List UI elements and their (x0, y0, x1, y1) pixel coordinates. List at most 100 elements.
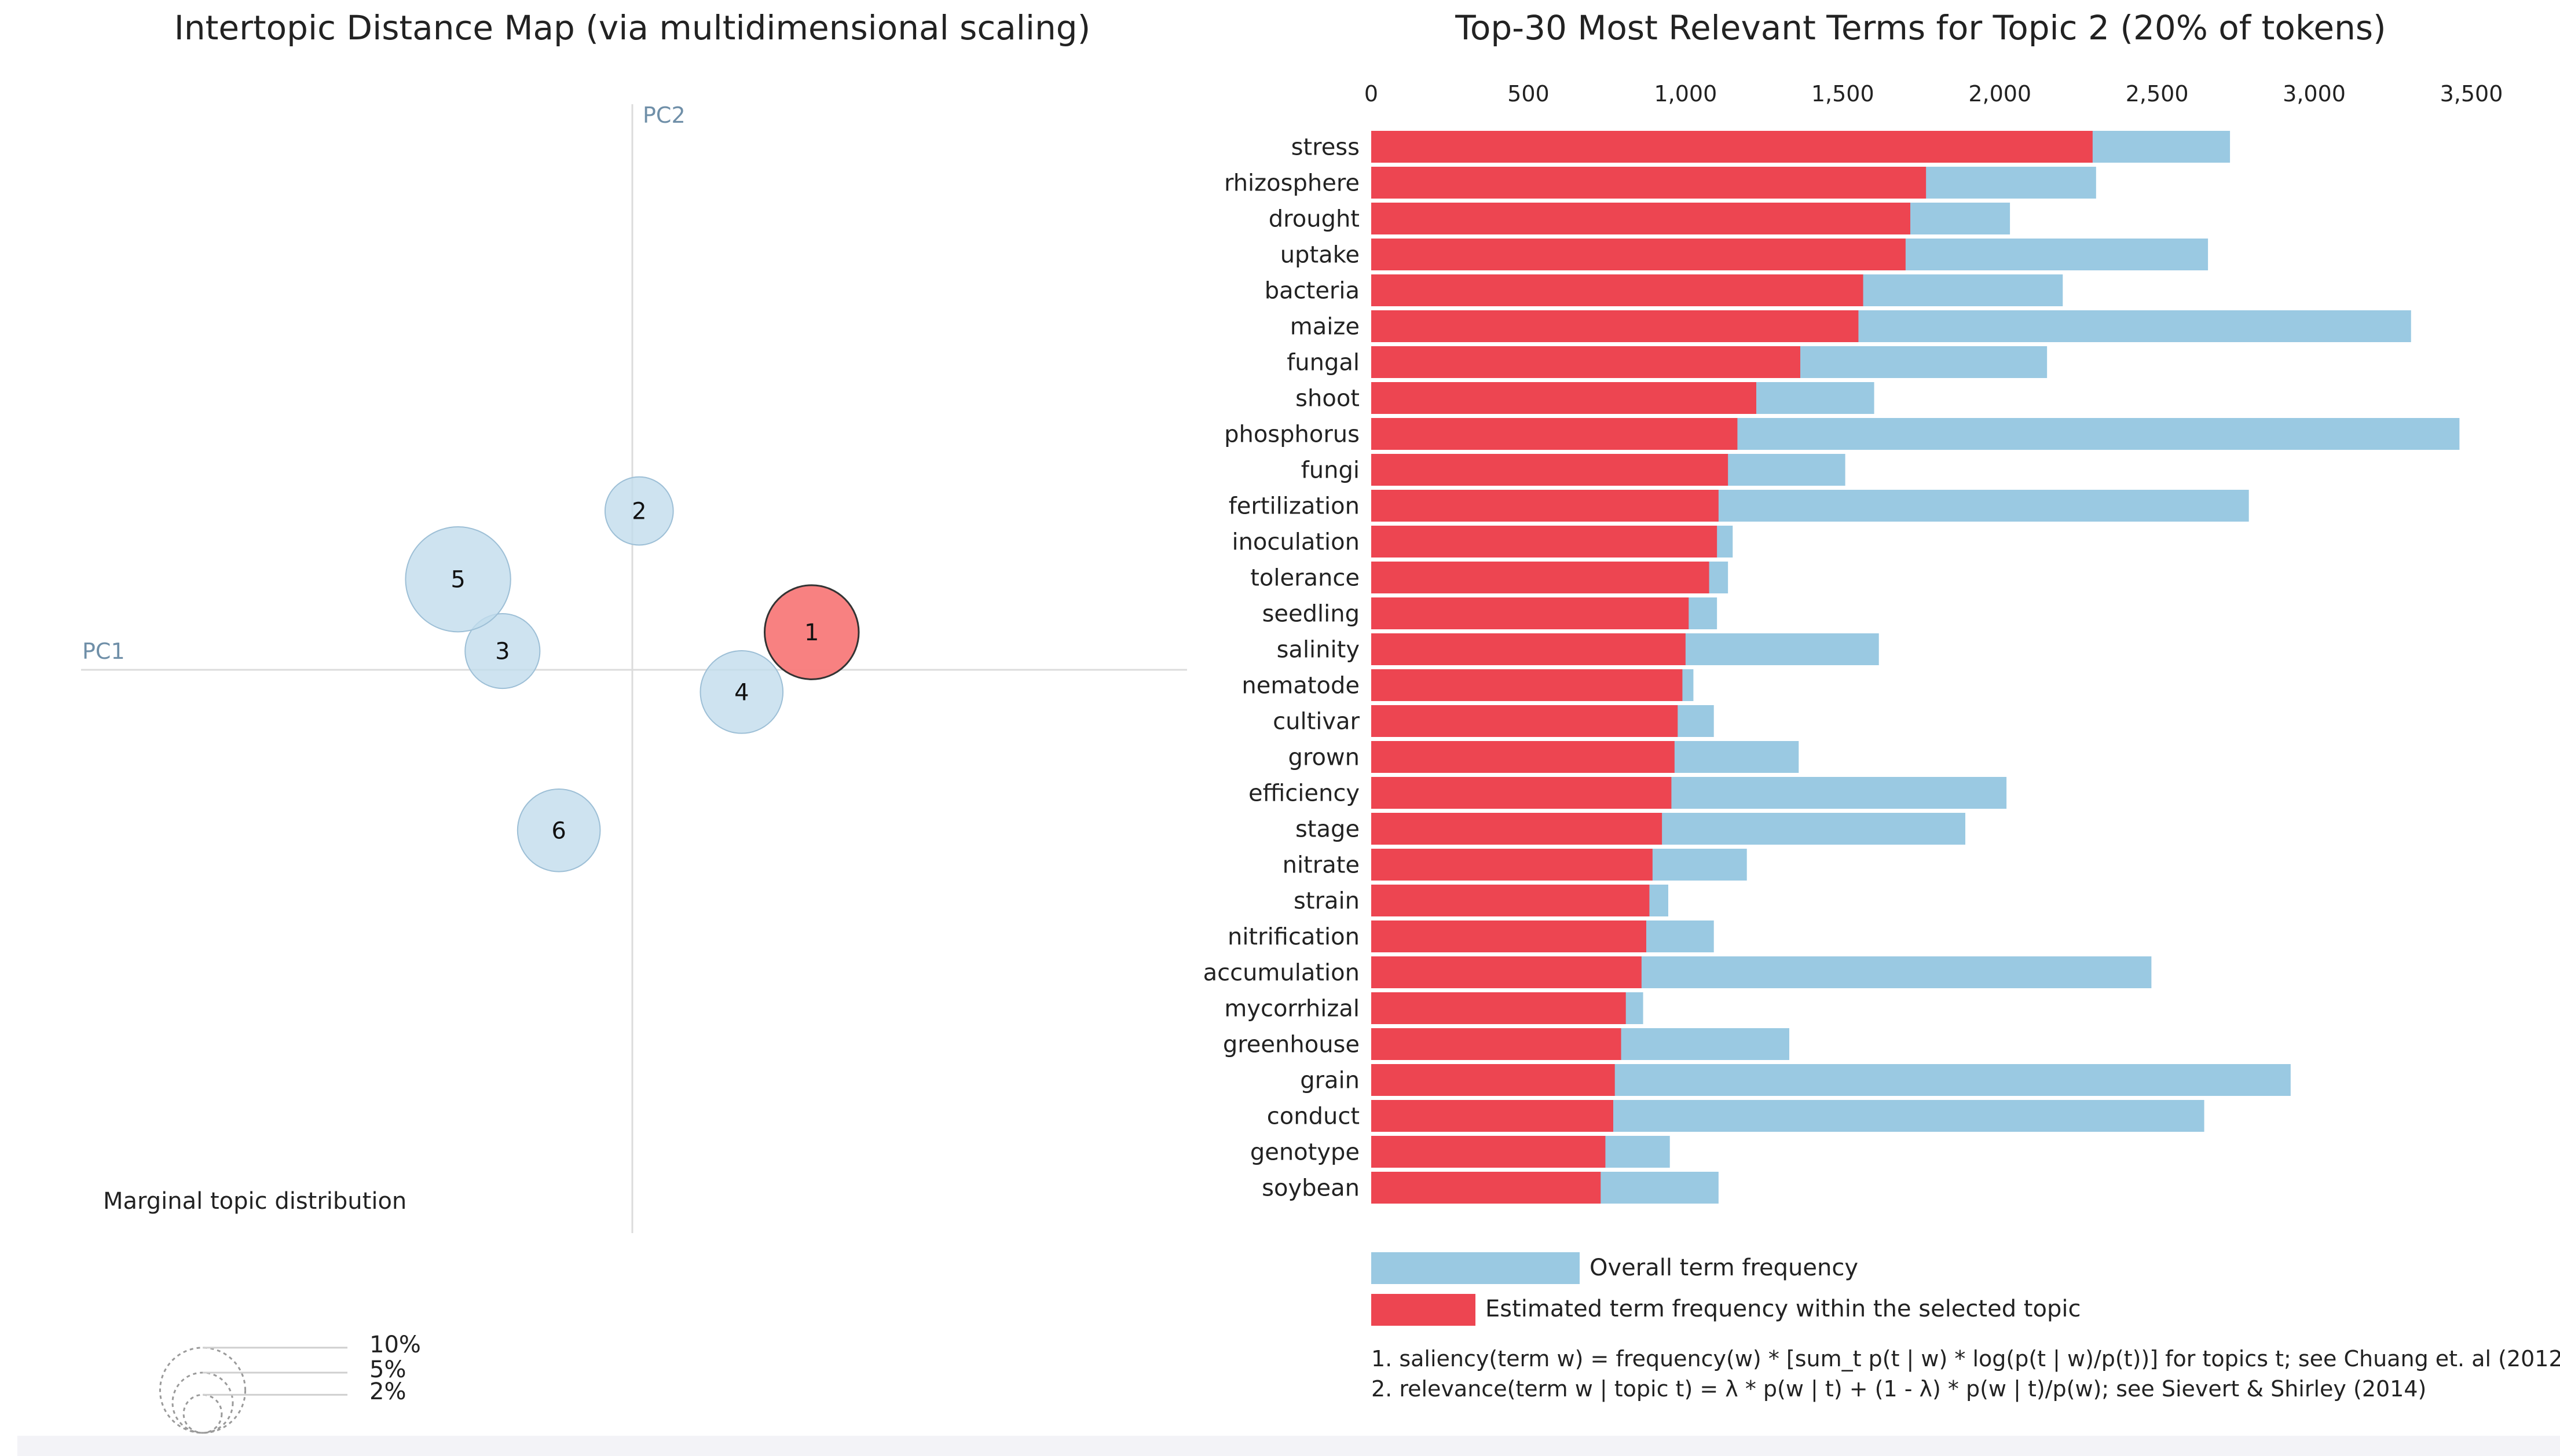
topic-label-4: 4 (734, 679, 749, 706)
bar-estimated-accumulation[interactable] (1371, 956, 1642, 988)
term-label-phosphorus[interactable]: phosphorus (1224, 421, 1360, 448)
bar-estimated-uptake[interactable] (1371, 239, 1906, 270)
x-tick-3500: 3,500 (2440, 81, 2503, 107)
bar-estimated-grain[interactable] (1371, 1064, 1615, 1096)
x-tick-2000: 2,000 (1968, 81, 2031, 107)
term-label-grown[interactable]: grown (1288, 744, 1360, 771)
legend-label-overall: Overall term frequency (1590, 1255, 1858, 1281)
x-tick-0: 0 (1364, 81, 1378, 107)
topic-circle-5[interactable] (405, 526, 511, 633)
term-label-stress[interactable]: stress (1291, 134, 1360, 161)
marginal-legend-circle-10 (159, 1347, 247, 1434)
term-label-tolerance[interactable]: tolerance (1250, 565, 1360, 592)
x-tick-2500: 2,500 (2126, 81, 2189, 107)
term-label-fungal[interactable]: fungal (1287, 350, 1360, 376)
topic-circles: 2 3 4 5 6 1 (405, 476, 860, 872)
bar-estimated-phosphorus[interactable] (1371, 418, 1738, 450)
pc1-axis-label: PC1 (82, 639, 125, 664)
bar-estimated-grown[interactable] (1371, 741, 1675, 773)
bar-estimated-greenhouse[interactable] (1371, 1028, 1621, 1060)
bar-estimated-strain[interactable] (1371, 885, 1650, 916)
bar-estimated-cultivar[interactable] (1371, 705, 1678, 737)
bar-estimated-mycorrhizal[interactable] (1371, 992, 1626, 1024)
term-label-greenhouse[interactable]: greenhouse (1223, 1032, 1360, 1058)
term-label-stage[interactable]: stage (1295, 816, 1360, 843)
note-2: 2. relevance(term w | topic t) = λ * p(w… (1371, 1376, 2426, 1402)
bar-estimated-fungal[interactable] (1371, 346, 1800, 378)
term-label-nitrification[interactable]: nitrification (1228, 924, 1360, 951)
term-label-uptake[interactable]: uptake (1280, 242, 1360, 269)
topic-circle-2[interactable] (604, 476, 674, 546)
legend-label-estimated: Estimated term frequency within the sele… (1485, 1296, 2081, 1322)
bar-estimated-inoculation[interactable] (1371, 526, 1717, 558)
bar-chart-title: Top-30 Most Relevant Terms for Topic 2 (… (1455, 8, 2386, 47)
term-label-strain[interactable]: strain (1294, 888, 1360, 915)
bar-estimated-nitrate[interactable] (1371, 849, 1653, 881)
term-label-efficiency[interactable]: efficiency (1248, 780, 1360, 807)
marginal-legend-label-2: 2% (369, 1378, 406, 1405)
footer-strip (17, 1436, 2560, 1456)
intertopic-distance-map: Intertopic Distance Map (via multidimens… (81, 8, 1187, 1434)
term-label-salinity[interactable]: salinity (1277, 637, 1360, 663)
bar-estimated-fertilization[interactable] (1371, 490, 1719, 522)
bar-estimated-drought[interactable] (1371, 203, 1910, 234)
topic-label-5: 5 (451, 567, 465, 593)
bar-estimated-rhizosphere[interactable] (1371, 167, 1927, 199)
bar-estimated-efficiency[interactable] (1371, 777, 1672, 809)
legend-swatch-overall (1371, 1252, 1580, 1284)
bars (1371, 131, 2460, 1204)
term-labels: stress rhizosphere drought uptake bacteria ma… (1203, 134, 1360, 1202)
topic-label-2: 2 (632, 498, 646, 525)
topic-circle-6[interactable] (517, 788, 601, 872)
bar-estimated-soybean[interactable] (1371, 1172, 1601, 1204)
x-tick-1500: 1,500 (1811, 81, 1874, 107)
note-1: 1. saliency(term w) = frequency(w) * [su… (1371, 1346, 2560, 1372)
marginal-legend-circle-2 (182, 1393, 223, 1434)
term-label-rhizosphere[interactable]: rhizosphere (1224, 170, 1360, 197)
bar-estimated-shoot[interactable] (1371, 382, 1756, 414)
bar-estimated-nematode[interactable] (1371, 669, 1683, 701)
term-label-drought[interactable]: drought (1269, 206, 1360, 233)
term-label-cultivar[interactable]: cultivar (1273, 709, 1360, 735)
topic-label-3: 3 (495, 639, 510, 665)
bar-estimated-tolerance[interactable] (1371, 562, 1709, 593)
topic-circle-1[interactable] (763, 584, 860, 680)
x-tick-500: 500 (1507, 81, 1550, 107)
term-label-inoculation[interactable]: inoculation (1232, 529, 1360, 556)
bar-estimated-seedling[interactable] (1371, 597, 1689, 629)
bar-estimated-salinity[interactable] (1371, 633, 1686, 665)
legend-swatch-estimated (1371, 1294, 1475, 1326)
topic-circle-3[interactable] (464, 613, 541, 690)
topic-label-1: 1 (804, 619, 819, 646)
term-label-bacteria[interactable]: bacteria (1265, 278, 1360, 305)
bar-estimated-fungi[interactable] (1371, 454, 1728, 486)
term-label-conduct[interactable]: conduct (1267, 1103, 1360, 1130)
bar-estimated-conduct[interactable] (1371, 1100, 1613, 1132)
term-label-shoot[interactable]: shoot (1295, 386, 1360, 412)
term-label-soybean[interactable]: soybean (1262, 1175, 1360, 1202)
topic-circle-4[interactable] (699, 650, 784, 734)
intertopic-map-title: Intertopic Distance Map (via multidimens… (174, 8, 1090, 47)
x-tick-1000: 1,000 (1654, 81, 1717, 107)
term-label-genotype[interactable]: genotype (1250, 1139, 1360, 1166)
bar-estimated-nitrification[interactable] (1371, 920, 1646, 952)
top-terms-bar-chart: Top-30 Most Relevant Terms for Topic 2 (… (1203, 8, 2560, 1402)
marginal-legend-label-5: 5% (369, 1356, 406, 1383)
bar-estimated-genotype[interactable] (1371, 1136, 1606, 1168)
bar-estimated-stress[interactable] (1371, 131, 2093, 163)
term-label-grain[interactable]: grain (1300, 1068, 1360, 1094)
term-label-nitrate[interactable]: nitrate (1283, 852, 1360, 879)
bar-estimated-bacteria[interactable] (1371, 274, 1863, 306)
term-label-accumulation[interactable]: accumulation (1203, 960, 1360, 986)
formula-notes: 1. saliency(term w) = frequency(w) * [su… (1371, 1346, 2560, 1402)
term-label-seedling[interactable]: seedling (1262, 601, 1360, 628)
marginal-legend-title: Marginal topic distribution (103, 1188, 406, 1215)
bar-estimated-stage[interactable] (1371, 813, 1662, 845)
bar-estimated-maize[interactable] (1371, 310, 1859, 342)
term-label-nematode[interactable]: nematode (1241, 673, 1360, 699)
term-label-mycorrhizal[interactable]: mycorrhizal (1224, 996, 1360, 1022)
term-label-fertilization[interactable]: fertilization (1229, 493, 1360, 520)
term-label-maize[interactable]: maize (1290, 314, 1360, 340)
term-label-fungi[interactable]: fungi (1301, 457, 1360, 484)
